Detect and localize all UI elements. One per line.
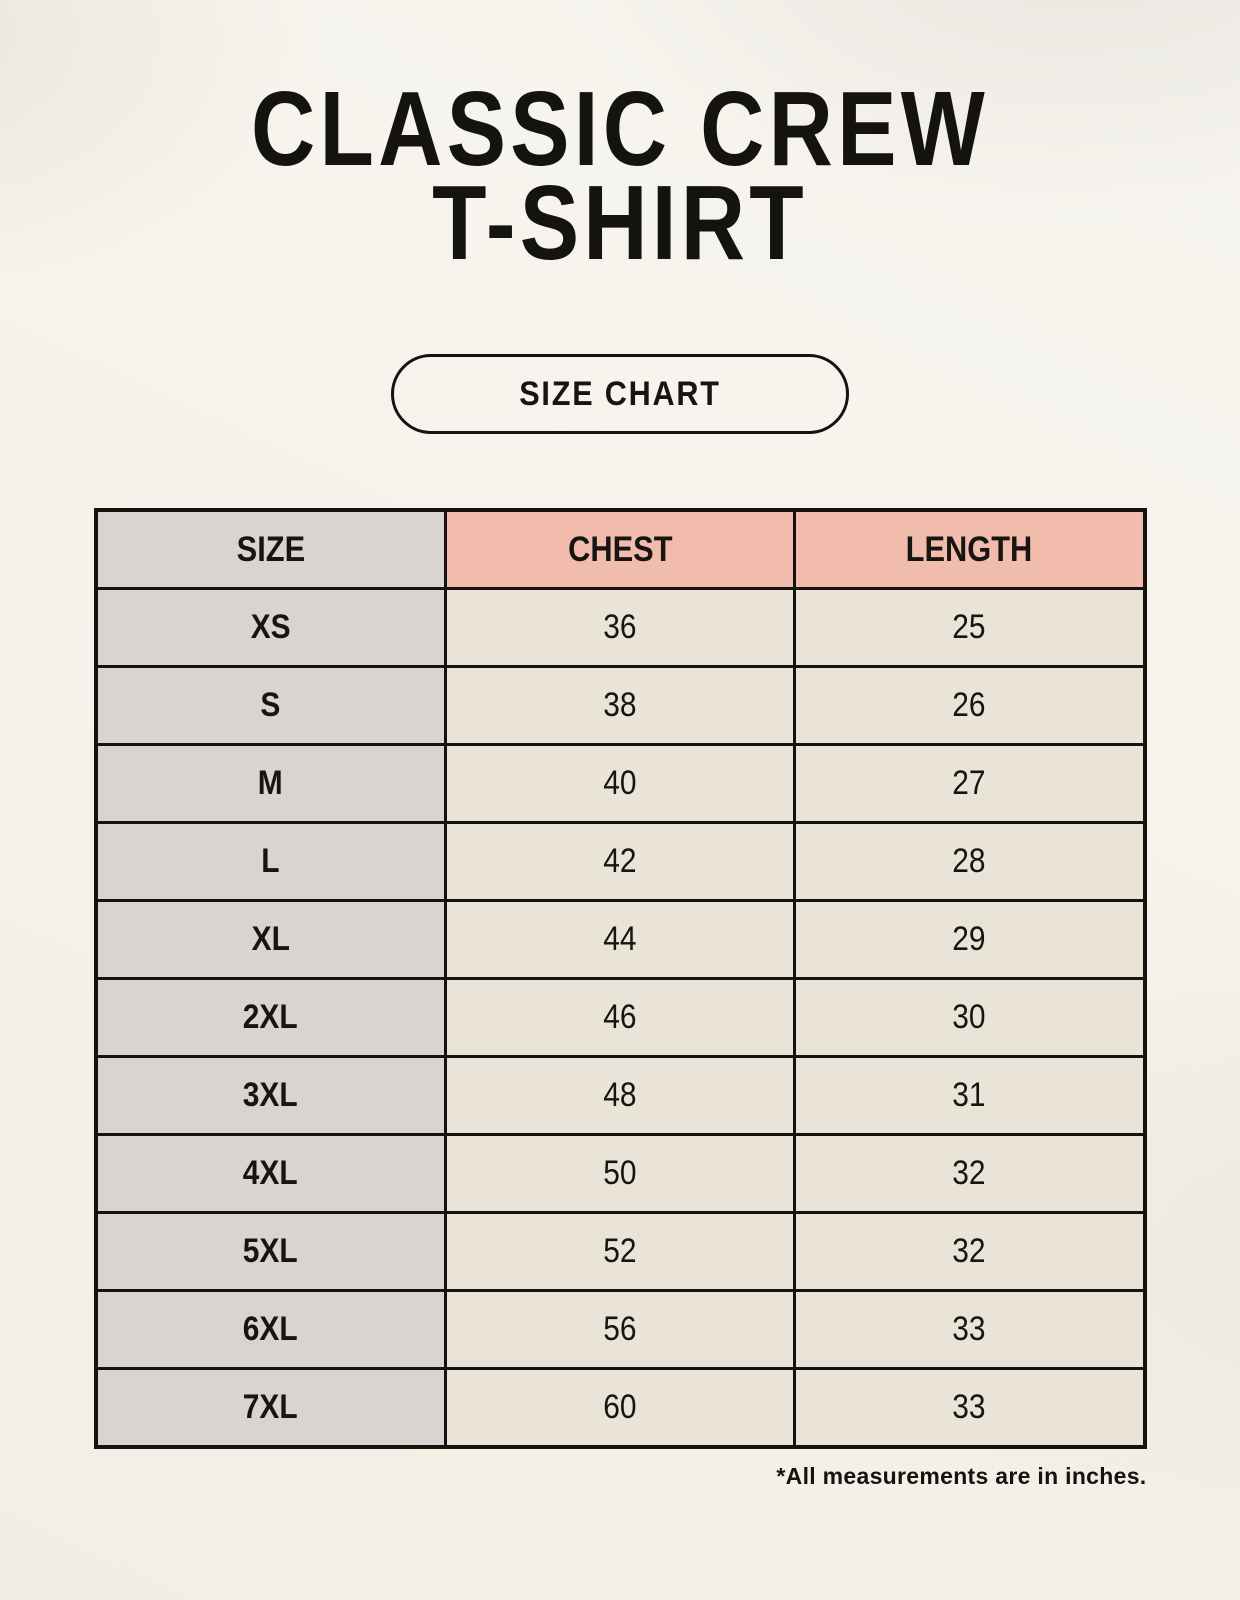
chest-cell: 50 xyxy=(443,1133,797,1214)
cell-value: 6XL xyxy=(243,1310,299,1348)
column-header-label: LENGTH xyxy=(906,529,1033,569)
table-body: XS 36 25 S 38 26 M 40 27 L 42 28 XL 44 29 2XL 46 30 3XL 48 3… xyxy=(94,587,1146,1449)
cell-value: 36 xyxy=(603,608,637,646)
cell-value: 26 xyxy=(952,686,987,724)
length-cell: 32 xyxy=(793,1211,1146,1292)
measurements-footnote: *All measurements are in inches. xyxy=(776,1463,1147,1489)
column-header-label: CHEST xyxy=(567,529,673,569)
cell-value: 32 xyxy=(952,1232,987,1270)
size-cell: 7XL xyxy=(94,1367,447,1449)
size-cell: 6XL xyxy=(94,1289,447,1370)
cell-value: 60 xyxy=(603,1388,637,1426)
cell-value: 28 xyxy=(952,842,987,880)
column-header-label: SIZE xyxy=(236,529,305,569)
title-line-1: CLASSIC CREW xyxy=(251,70,989,188)
chest-cell: 46 xyxy=(443,977,797,1058)
chest-cell: 52 xyxy=(443,1211,797,1292)
size-cell: L xyxy=(94,821,447,902)
table-row: L 42 28 xyxy=(94,821,1146,902)
table-row: 2XL 46 30 xyxy=(94,977,1146,1058)
length-cell: 28 xyxy=(793,821,1146,902)
cell-value: XS xyxy=(250,608,291,646)
chest-cell: 38 xyxy=(443,665,797,746)
cell-value: 38 xyxy=(603,686,637,724)
length-cell: 27 xyxy=(793,743,1146,824)
cell-value: 31 xyxy=(952,1076,987,1114)
size-chart-badge-label: SIZE CHART xyxy=(519,374,721,413)
length-cell: 26 xyxy=(793,665,1146,746)
table-row: M 40 27 xyxy=(94,743,1146,824)
length-cell: 30 xyxy=(793,977,1146,1058)
cell-value: 56 xyxy=(603,1310,637,1348)
cell-value: 52 xyxy=(603,1232,637,1270)
chest-cell: 36 xyxy=(443,587,797,668)
length-cell: 25 xyxy=(793,587,1146,668)
cell-value: 42 xyxy=(603,842,637,880)
chest-cell: 56 xyxy=(443,1289,797,1370)
cell-value: L xyxy=(261,842,280,880)
table-row: XL 44 29 xyxy=(94,899,1146,980)
size-chart-badge[interactable]: SIZE CHART xyxy=(391,354,849,434)
size-cell: XL xyxy=(94,899,447,980)
length-cell: 33 xyxy=(793,1289,1146,1370)
size-cell: 4XL xyxy=(94,1133,447,1214)
table-header-row: SIZE CHEST LENGTH xyxy=(94,508,1146,590)
column-header-length: LENGTH xyxy=(793,508,1146,590)
length-cell: 29 xyxy=(793,899,1146,980)
cell-value: 2XL xyxy=(243,998,299,1036)
cell-value: 50 xyxy=(603,1154,637,1192)
table-row: 7XL 60 33 xyxy=(94,1367,1146,1449)
table-row: XS 36 25 xyxy=(94,587,1146,668)
chest-cell: 40 xyxy=(443,743,797,824)
size-cell: 3XL xyxy=(94,1055,447,1136)
cell-value: M xyxy=(258,764,284,802)
cell-value: 48 xyxy=(603,1076,637,1114)
cell-value: 46 xyxy=(603,998,637,1036)
length-cell: 33 xyxy=(793,1367,1146,1449)
size-table: SIZE CHEST LENGTH XS 36 25 S 38 26 M 40 27 L 42 28 XL 4… xyxy=(93,508,1147,1449)
cell-value: 3XL xyxy=(243,1076,299,1114)
cell-value: 29 xyxy=(952,920,987,958)
cell-value: 32 xyxy=(952,1154,987,1192)
page-title: CLASSIC CREW T-SHIRT xyxy=(0,0,1240,282)
chest-cell: 60 xyxy=(443,1367,797,1449)
table-row: 6XL 56 33 xyxy=(94,1289,1146,1370)
cell-value: 40 xyxy=(603,764,637,802)
cell-value: XL xyxy=(251,920,290,958)
size-cell: 2XL xyxy=(94,977,447,1058)
length-cell: 32 xyxy=(793,1133,1146,1214)
table-row: 4XL 50 32 xyxy=(94,1133,1146,1214)
table-row: 5XL 52 32 xyxy=(94,1211,1146,1292)
chest-cell: 44 xyxy=(443,899,797,980)
cell-value: 33 xyxy=(952,1310,987,1348)
column-header-size: SIZE xyxy=(94,508,447,590)
chest-cell: 48 xyxy=(443,1055,797,1136)
size-cell: S xyxy=(94,665,447,746)
cell-value: S xyxy=(260,686,281,724)
size-cell: XS xyxy=(94,587,447,668)
cell-value: 30 xyxy=(952,998,987,1036)
cell-value: 44 xyxy=(603,920,637,958)
cell-value: 7XL xyxy=(243,1388,299,1426)
size-cell: M xyxy=(94,743,447,824)
table-row: S 38 26 xyxy=(94,665,1146,746)
table-row: 3XL 48 31 xyxy=(94,1055,1146,1136)
cell-value: 27 xyxy=(952,764,987,802)
chest-cell: 42 xyxy=(443,821,797,902)
cell-value: 25 xyxy=(952,608,987,646)
column-header-chest: CHEST xyxy=(443,508,797,590)
cell-value: 33 xyxy=(952,1388,987,1426)
size-cell: 5XL xyxy=(94,1211,447,1292)
title-line-2: T-SHIRT xyxy=(432,164,808,282)
cell-value: 4XL xyxy=(243,1154,299,1192)
cell-value: 5XL xyxy=(243,1232,299,1270)
length-cell: 31 xyxy=(793,1055,1146,1136)
